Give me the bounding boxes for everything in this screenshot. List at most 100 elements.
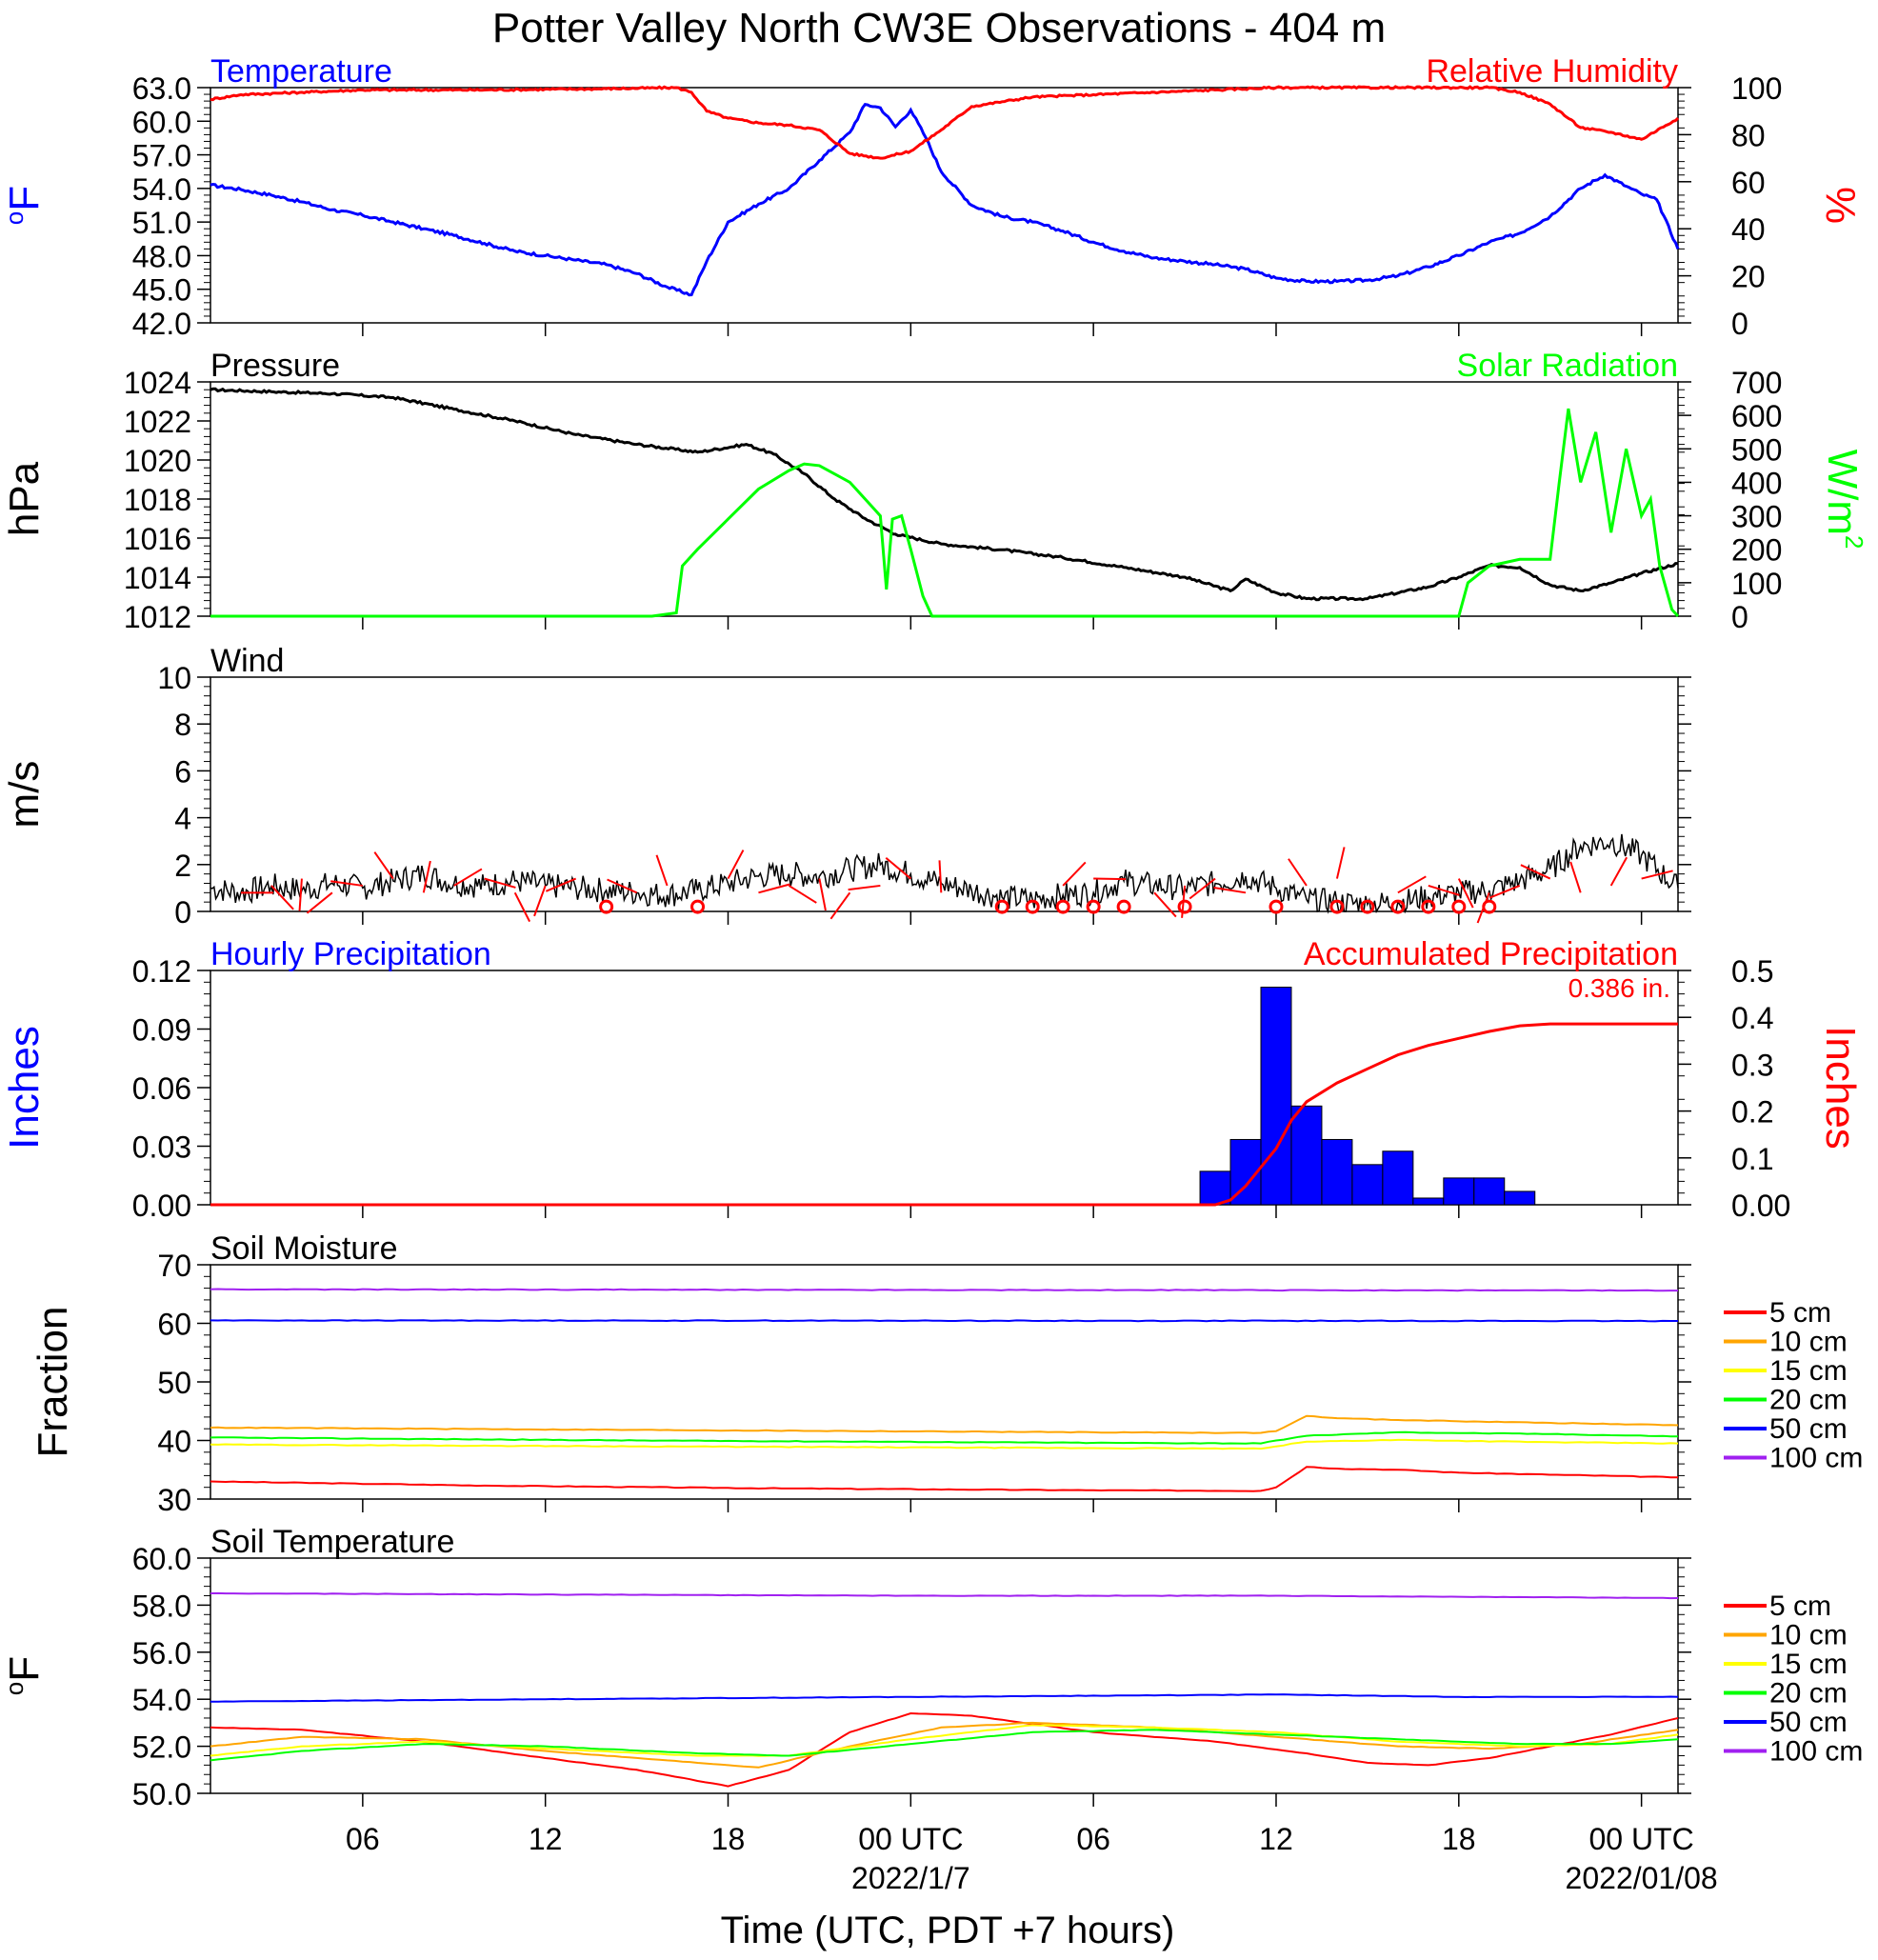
series-accumulated-precip — [210, 1022, 1678, 1207]
y-tick-label-left: 52.0 — [132, 1730, 191, 1765]
y-tick-label-left: 57.0 — [132, 139, 191, 173]
y-tick-label-right: 200 — [1731, 533, 1782, 568]
y-tick-label-left: 54.0 — [132, 172, 191, 207]
legend-label: 20 cm — [1769, 1385, 1848, 1416]
calm-wind-circle — [994, 899, 1009, 914]
unit-label-right: % — [1817, 187, 1864, 224]
panel-label-right: Solar Radiation — [1457, 348, 1678, 384]
x-tick-label: 18 — [711, 1822, 746, 1856]
y-tick-label-left: 1024 — [124, 366, 191, 400]
legend-label: 100 cm — [1769, 1443, 1863, 1474]
wind-barb — [1189, 877, 1216, 900]
precip-bar — [1382, 1150, 1414, 1206]
y-tick-label-left: 60.0 — [132, 105, 191, 139]
series-depth-4 — [210, 1319, 1678, 1323]
y-tick-label-left: 70 — [157, 1249, 191, 1283]
panel-soil_temp: 60.0 58.0 56.0 54.0 52.0 50.0 Soil Temperature… — [0, 1524, 1863, 1811]
y-tick-label-left: 1012 — [124, 600, 191, 634]
calm-wind-circle — [1269, 899, 1284, 914]
panel-label-left: Soil Temperature — [210, 1524, 454, 1560]
wind-barb — [484, 877, 516, 889]
y-tick-label-left: 58.0 — [132, 1589, 191, 1623]
panel-wind: 10 8 6 4 2 0 Wind m/s — [1, 643, 1691, 930]
wind-barb — [788, 885, 817, 904]
y-tick-label-left: 30 — [157, 1483, 191, 1517]
y-tick-label-right: 100 — [1731, 71, 1782, 106]
y-tick-label-right: 40 — [1731, 212, 1766, 247]
series-pressure — [210, 387, 1678, 602]
y-tick-label-left: 0.09 — [132, 1013, 191, 1048]
wind-barb — [655, 854, 669, 887]
unit-label-left: oF — [0, 186, 48, 225]
y-tick-label-right: 20 — [1731, 260, 1766, 294]
series-depth-0 — [210, 1711, 1679, 1788]
series-depth-4 — [210, 1693, 1679, 1703]
y-tick-label-right: 500 — [1731, 432, 1782, 467]
calm-wind-circle — [690, 899, 706, 914]
wind-barb — [373, 851, 394, 880]
y-tick-label-left: 8 — [174, 708, 191, 742]
wind-barb — [1335, 847, 1346, 879]
panel-frame — [210, 1557, 1679, 1794]
y-tick-label-right: 400 — [1731, 466, 1782, 500]
y-tick-label-right: 100 — [1731, 567, 1782, 601]
legend-label: 10 cm — [1769, 1327, 1848, 1358]
calm-wind-circle — [1055, 899, 1070, 914]
y-tick-label-right: 600 — [1731, 399, 1782, 433]
precip-bar — [1290, 1105, 1323, 1206]
accumulated-total-label: 0.386 in. — [1568, 973, 1670, 1003]
y-tick-label-left: 2 — [174, 849, 191, 883]
wind-barb — [1397, 875, 1427, 894]
wind-barb — [1213, 887, 1247, 894]
calm-wind-circle — [1482, 899, 1497, 914]
panel-label-right: Relative Humidity — [1426, 53, 1678, 90]
wind-barb — [513, 891, 531, 923]
x-tick-label: 06 — [1076, 1822, 1110, 1856]
series-humidity — [210, 85, 1680, 160]
y-tick-label-left: 50.0 — [132, 1777, 191, 1811]
panel-label-left: Hourly Precipitation — [210, 936, 491, 972]
x-tick-label: 12 — [1259, 1822, 1293, 1856]
panel-frame — [210, 87, 1679, 324]
calm-wind-circle — [599, 899, 614, 914]
series-depth-2 — [210, 1438, 1679, 1450]
wind-barb — [727, 850, 745, 880]
panel-label-left: Soil Moisture — [210, 1230, 398, 1267]
y-tick-label-left: 10 — [157, 661, 191, 695]
x-date-label: 2022/1/7 — [851, 1861, 970, 1895]
panel-label-left: Wind — [210, 643, 284, 679]
y-tick-label-left: 48.0 — [132, 239, 191, 273]
calm-wind-circle — [1421, 899, 1436, 914]
unit-degree: o — [0, 1682, 29, 1695]
legend-label: 100 cm — [1769, 1736, 1863, 1768]
y-tick-label-left: 56.0 — [132, 1636, 191, 1670]
panel-temp_rh: 63.060.057.054.051.048.045.042.0 100 80 60 4… — [0, 53, 1864, 341]
wind-barb — [1609, 856, 1628, 887]
panel-frame — [210, 381, 1679, 617]
wind-barb — [330, 880, 363, 887]
calm-wind-circle — [1116, 899, 1131, 914]
precip-bar — [1443, 1177, 1475, 1206]
wind-barb — [270, 885, 294, 910]
wind-barb — [848, 884, 881, 891]
wind-barb — [298, 878, 303, 911]
y-tick-label-right: 0.3 — [1731, 1048, 1773, 1082]
series-temperature — [210, 102, 1680, 297]
x-tick-label: 00 UTC — [1589, 1822, 1694, 1856]
y-tick-label-left: 1020 — [124, 444, 191, 478]
series-depth-3 — [210, 1729, 1679, 1762]
wind-barb — [1520, 864, 1551, 880]
calm-wind-circle — [1360, 899, 1375, 914]
precip-bar — [1199, 1170, 1231, 1206]
y-tick-label-left: 0 — [174, 895, 191, 930]
calm-wind-circle — [1451, 899, 1467, 914]
y-tick-label-left: 6 — [174, 754, 191, 789]
precip-bar — [1504, 1190, 1536, 1206]
panel-label-left: Temperature — [210, 53, 392, 90]
series-wind — [210, 833, 1679, 914]
wind-barb — [1093, 877, 1127, 881]
y-tick-label-right: 0 — [1731, 600, 1748, 634]
unit-f: F — [1, 186, 48, 211]
series-depth-0 — [210, 1466, 1679, 1492]
legend-label: 5 cm — [1769, 1590, 1831, 1622]
